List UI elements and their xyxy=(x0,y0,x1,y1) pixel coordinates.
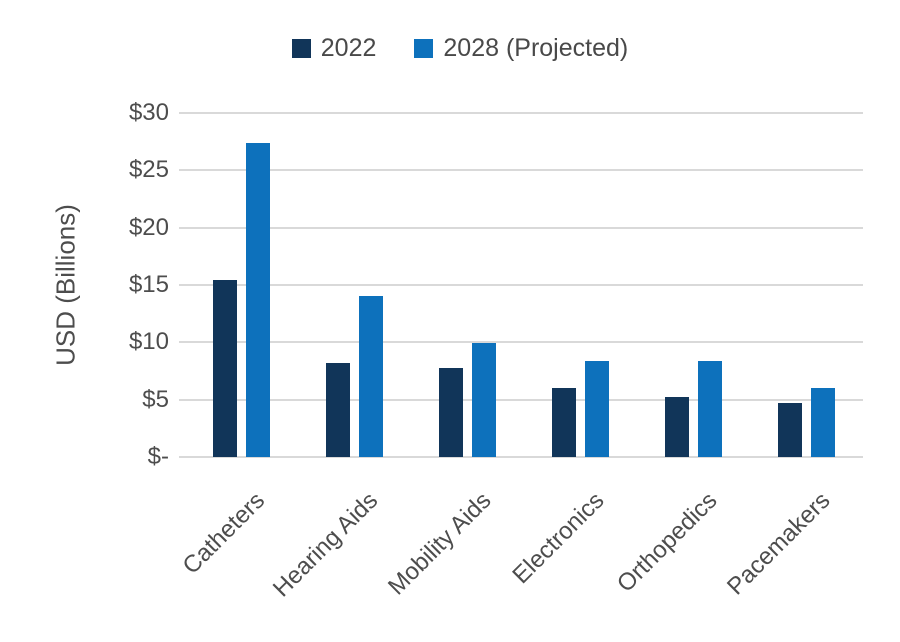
y-tick-label-15: $15 xyxy=(128,271,169,298)
gridline-25 xyxy=(185,169,863,172)
y-tick-label-: $- xyxy=(147,443,169,470)
legend-label: 2028 (Projected) xyxy=(443,34,629,62)
bar-2028-projected-hearing-aids xyxy=(359,296,383,457)
bar-2022-electronics xyxy=(552,388,576,457)
bar-2028-projected-mobility-aids xyxy=(472,343,496,457)
legend-label: 2022 xyxy=(320,34,377,62)
gridline-20 xyxy=(185,226,863,229)
y-axis-tick xyxy=(179,226,192,229)
bar-2022-catheters xyxy=(213,280,237,457)
chart-legend: 2022 2028 (Projected) xyxy=(0,34,900,63)
y-axis-tick xyxy=(179,169,192,172)
bar-2028-projected-pacemakers xyxy=(811,388,835,457)
y-axis-title: USD (Billions) xyxy=(50,204,81,366)
x-label-orthopedics: Orthopedics xyxy=(611,487,723,598)
bar-2028-projected-orthopedics xyxy=(698,360,722,457)
gridline-30 xyxy=(185,112,863,114)
y-tick-label-30: $30 xyxy=(128,99,169,126)
legend-item-2028-projected: 2028 (Projected) xyxy=(414,34,628,63)
y-tick-label-25: $25 xyxy=(128,156,169,184)
gridline-10 xyxy=(185,341,863,344)
x-label-hearing-aids: Hearing Aids xyxy=(268,487,384,603)
legend-item-2022: 2022 xyxy=(291,34,377,63)
plot-area xyxy=(185,112,863,458)
y-tick-label-5: $5 xyxy=(142,385,169,413)
y-axis-tick xyxy=(179,398,192,401)
y-tick-label-20: $20 xyxy=(128,213,169,241)
bar-2022-pacemakers xyxy=(778,403,802,457)
legend-swatch-icon xyxy=(291,39,311,58)
gridline-5 xyxy=(185,398,863,401)
y-axis-tick xyxy=(179,112,192,114)
y-axis-tick xyxy=(179,284,192,286)
bar-2022-hearing-aids xyxy=(326,362,350,457)
x-label-catheters: Catheters xyxy=(177,487,271,580)
x-label-pacemakers: Pacemakers xyxy=(722,487,836,601)
bar-2028-projected-electronics xyxy=(585,360,609,457)
gridline- xyxy=(185,456,863,458)
x-label-electronics: Electronics xyxy=(507,487,610,590)
legend-swatch-icon xyxy=(414,39,434,58)
y-tick-label-10: $10 xyxy=(128,328,169,356)
x-label-mobility-aids: Mobility Aids xyxy=(383,487,497,601)
bar-2022-orthopedics xyxy=(665,397,689,457)
bar-2028-projected-catheters xyxy=(246,142,270,457)
bar-2022-mobility-aids xyxy=(439,367,463,457)
gridline-15 xyxy=(185,284,863,286)
y-axis-tick xyxy=(179,341,192,344)
y-axis-tick xyxy=(179,456,192,458)
